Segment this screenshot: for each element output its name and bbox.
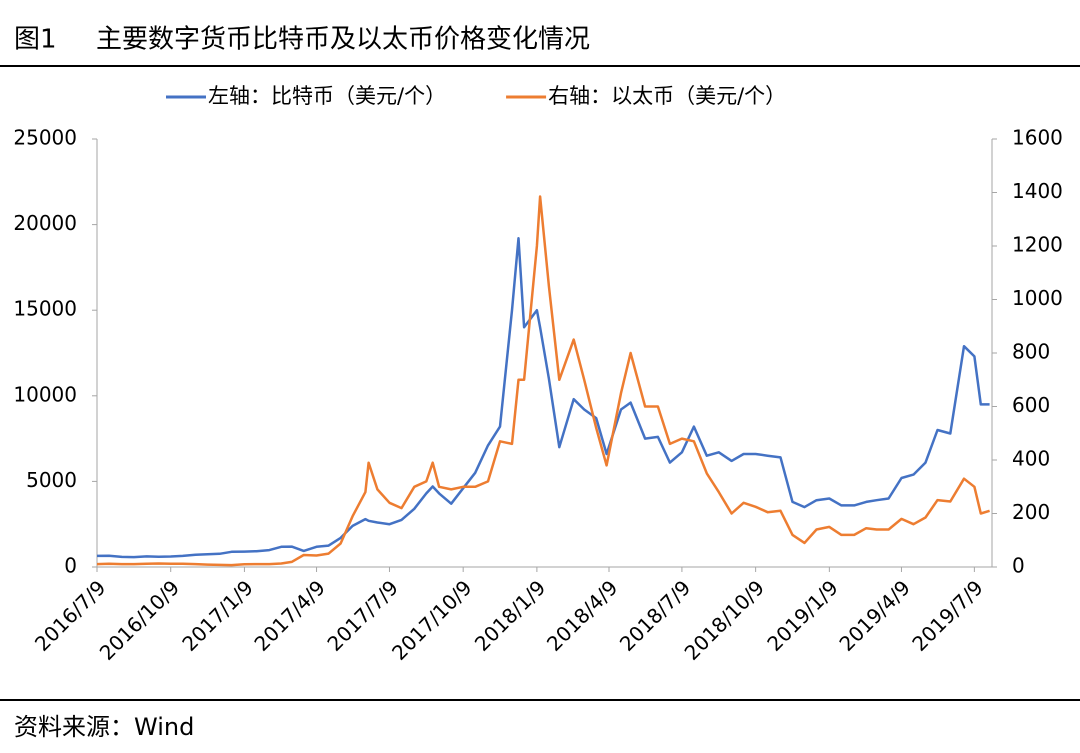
- legend-label: 右轴：以太币（美元/个）: [548, 84, 786, 108]
- y2-tick-label: 1200: [1012, 233, 1063, 257]
- chart-title: 主要数字货币比特币及以太币价格变化情况: [96, 25, 590, 55]
- x-tick-label: 2017/1/9: [177, 575, 257, 655]
- y2-tick-label: 1400: [1012, 179, 1063, 203]
- y2-tick-label: 200: [1012, 500, 1050, 524]
- y-tick-label: 10000: [13, 382, 77, 406]
- y-tick-label: 25000: [13, 126, 77, 150]
- x-tick-label: 2019/4/9: [834, 575, 914, 655]
- y2-tick-label: 1600: [1012, 126, 1063, 150]
- y2-tick-label: 800: [1012, 340, 1050, 364]
- y2-tick-label: 400: [1012, 447, 1050, 471]
- x-tick-label: 2019/7/9: [907, 575, 987, 655]
- legend-label: 左轴：比特币（美元/个）: [208, 84, 446, 108]
- y2-tick-label: 0: [1012, 554, 1025, 578]
- series-line: [96, 195, 990, 567]
- y-tick-label: 5000: [26, 468, 77, 492]
- x-tick-label: 2017/10/9: [387, 575, 476, 664]
- x-tick-label: 2016/10/9: [95, 575, 184, 664]
- y-tick-label: 0: [64, 554, 77, 578]
- source: 资料来源：Wind: [14, 713, 194, 741]
- y2-tick-label: 1000: [1012, 286, 1063, 310]
- x-tick-label: 2017/4/9: [249, 575, 329, 655]
- x-tick-label: 2019/1/9: [762, 575, 842, 655]
- y-tick-label: 15000: [13, 297, 77, 321]
- series-line: [96, 237, 990, 559]
- x-tick-label: 2018/10/9: [680, 575, 769, 664]
- y-tick-label: 20000: [13, 211, 77, 235]
- y2-tick-label: 600: [1012, 393, 1050, 417]
- figure-label: 图1: [14, 25, 57, 55]
- x-tick-label: 2018/1/9: [470, 575, 550, 655]
- x-tick-label: 2018/4/9: [542, 575, 622, 655]
